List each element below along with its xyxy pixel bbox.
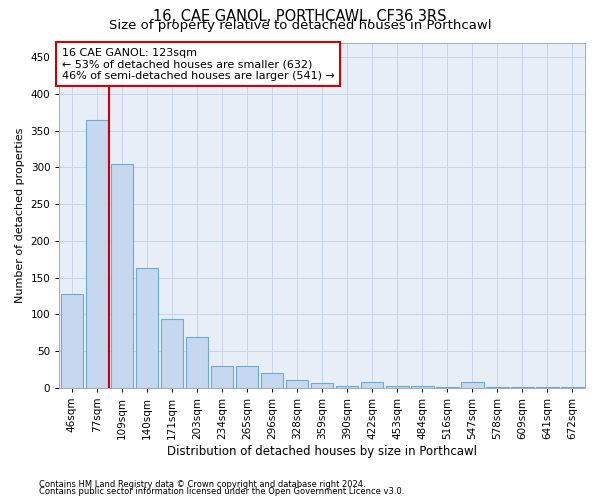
Text: Size of property relative to detached houses in Porthcawl: Size of property relative to detached ho…	[109, 19, 491, 32]
Bar	[236, 366, 259, 388]
Bar	[411, 386, 434, 388]
Bar	[86, 120, 108, 388]
Text: Contains HM Land Registry data © Crown copyright and database right 2024.: Contains HM Land Registry data © Crown c…	[39, 480, 365, 489]
Bar	[386, 386, 409, 388]
Text: 16 CAE GANOL: 123sqm
← 53% of detached houses are smaller (632)
46% of semi-deta: 16 CAE GANOL: 123sqm ← 53% of detached h…	[62, 48, 335, 81]
Text: Contains public sector information licensed under the Open Government Licence v3: Contains public sector information licen…	[39, 487, 404, 496]
Bar	[211, 366, 233, 388]
Text: 16, CAE GANOL, PORTHCAWL, CF36 3RS: 16, CAE GANOL, PORTHCAWL, CF36 3RS	[153, 9, 447, 24]
Bar	[110, 164, 133, 388]
Bar	[311, 384, 334, 388]
Bar	[261, 373, 283, 388]
X-axis label: Distribution of detached houses by size in Porthcawl: Distribution of detached houses by size …	[167, 444, 477, 458]
Bar	[136, 268, 158, 388]
Bar	[536, 387, 559, 388]
Bar	[486, 387, 509, 388]
Bar	[61, 294, 83, 388]
Bar	[286, 380, 308, 388]
Bar	[361, 382, 383, 388]
Bar	[561, 387, 584, 388]
Bar	[436, 387, 458, 388]
Bar	[161, 320, 183, 388]
Bar	[336, 386, 358, 388]
Bar	[461, 382, 484, 388]
Bar	[511, 387, 533, 388]
Y-axis label: Number of detached properties: Number of detached properties	[15, 128, 25, 303]
Bar	[186, 337, 208, 388]
